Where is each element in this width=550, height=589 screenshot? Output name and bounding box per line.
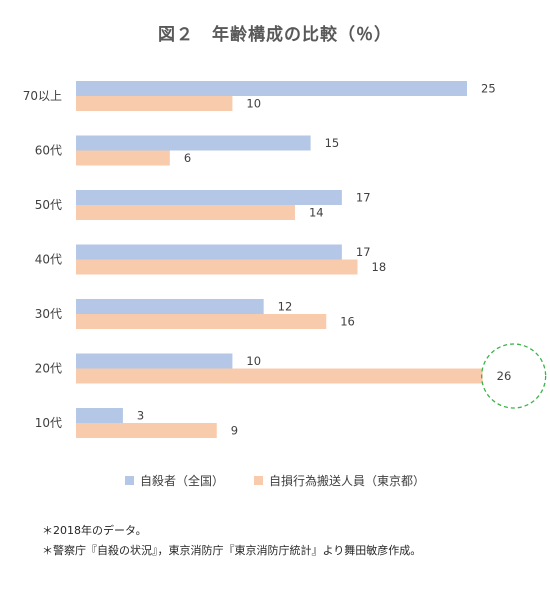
data-label: 10 xyxy=(246,354,261,368)
bar-series-2 xyxy=(76,96,233,111)
bar-chart: 70以上251060代15650代171440代171830代121620代10… xyxy=(23,81,547,438)
category-label: 20代 xyxy=(35,362,62,376)
bar-series-2 xyxy=(76,314,327,329)
legend-label-series-2: 自損行為搬送人員（東京都） xyxy=(269,474,426,488)
bar-series-1 xyxy=(76,408,123,423)
legend-label-series-1: 自殺者（全国） xyxy=(139,474,224,488)
legend-swatch-series-1 xyxy=(124,476,134,485)
data-label: 10 xyxy=(246,97,261,111)
bar-series-2 xyxy=(76,423,217,438)
bar-series-1 xyxy=(76,244,342,260)
chart-title: 図２ 年齢構成の比較（％） xyxy=(158,25,392,45)
data-label: 17 xyxy=(356,191,371,205)
data-label: 18 xyxy=(372,260,387,274)
bar-series-1 xyxy=(76,353,233,369)
bar-series-2 xyxy=(76,259,358,275)
bar-series-1 xyxy=(76,299,264,314)
data-label: 12 xyxy=(278,300,293,314)
data-label: 26 xyxy=(497,369,512,383)
legend-item-series-2: 自損行為搬送人員（東京都） xyxy=(254,472,425,489)
bar-series-1 xyxy=(76,135,311,151)
category-label: 60代 xyxy=(35,144,62,158)
data-label: 6 xyxy=(184,151,191,165)
bar-series-1 xyxy=(76,81,467,96)
source-notes: ＊2018年のデータ。 ＊警察庁『自殺の状況』，東京消防庁『東京消防庁統計』より… xyxy=(42,521,421,561)
legend-swatch-series-2 xyxy=(254,476,263,485)
bar-series-2 xyxy=(76,368,483,384)
category-label: 30代 xyxy=(35,307,62,321)
bar-series-2 xyxy=(76,150,170,166)
note-source: ＊警察庁『自殺の状況』，東京消防庁『東京消防庁統計』より舞田敏彦作成。 xyxy=(42,544,422,557)
legend: 自殺者（全国） 自損行為搬送人員（東京都） xyxy=(0,472,550,489)
category-label: 40代 xyxy=(35,253,62,267)
data-label: 3 xyxy=(137,409,144,423)
data-label: 14 xyxy=(309,206,324,220)
data-label: 25 xyxy=(481,82,496,96)
note-year: ＊2018年のデータ。 xyxy=(42,524,147,537)
category-label: 70以上 xyxy=(23,89,62,103)
category-label: 10代 xyxy=(35,416,62,430)
category-label: 50代 xyxy=(35,198,62,212)
bar-series-2 xyxy=(76,205,295,220)
data-label: 17 xyxy=(356,245,371,259)
bar-series-1 xyxy=(76,190,342,205)
data-label: 16 xyxy=(340,315,355,329)
legend-item-series-1: 自殺者（全国） xyxy=(124,472,224,489)
data-label: 15 xyxy=(325,136,340,150)
highlight-circle xyxy=(480,343,547,409)
data-label: 9 xyxy=(231,424,238,438)
